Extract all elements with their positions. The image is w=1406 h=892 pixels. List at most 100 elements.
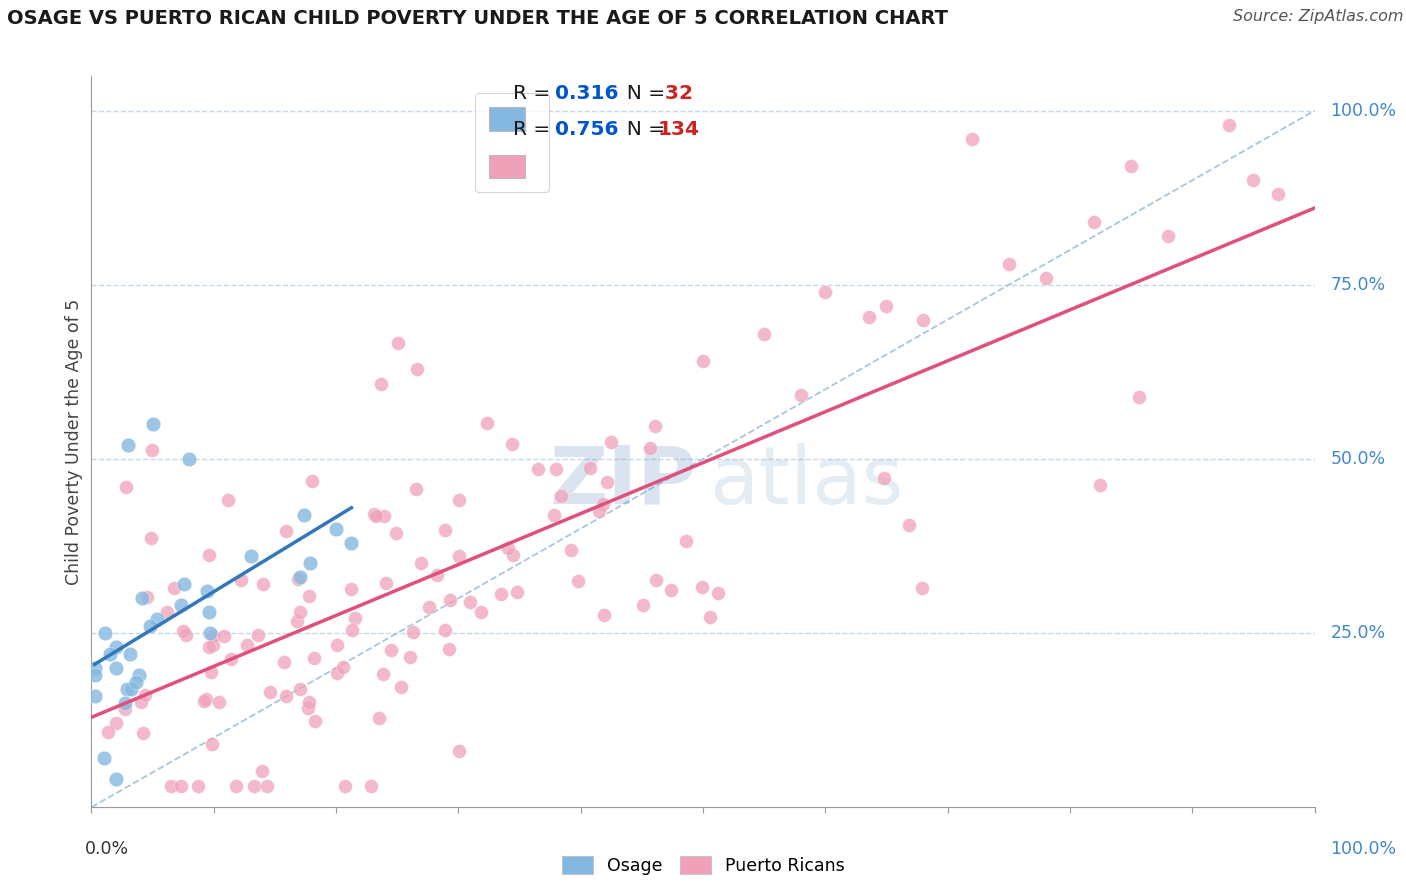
Point [141,532,163,546]
Point [911,582,934,596]
Point [1157,229,1180,244]
Point [418,600,440,615]
Point [1243,173,1265,187]
Text: N =: N = [614,84,672,103]
Point [325,638,347,652]
Point [447,549,470,563]
Point [274,690,297,704]
Point [156,606,179,620]
Point [195,584,218,599]
Point [875,299,898,313]
Point [288,570,311,584]
Point [458,595,481,609]
Point [360,780,382,794]
Point [214,629,236,643]
Point [439,592,461,607]
Text: 32: 32 [658,84,693,103]
Point [132,725,155,739]
Point [692,354,714,368]
Point [675,533,697,548]
Point [631,598,654,612]
Point [236,638,259,652]
Point [588,504,610,518]
Point [134,689,156,703]
Point [502,548,524,562]
Point [489,587,512,601]
Point [114,696,136,710]
Point [141,442,163,457]
Point [325,522,347,536]
Point [406,361,429,376]
Point [187,780,209,794]
Point [297,701,319,715]
Point [160,780,183,794]
Point [340,535,363,549]
Point [292,508,315,522]
Point [247,628,270,642]
Point [104,640,127,654]
Y-axis label: Child Poverty Under the Age of 5: Child Poverty Under the Age of 5 [65,299,83,584]
Point [115,681,138,696]
Point [104,661,127,675]
Point [411,556,433,570]
Point [326,665,349,680]
Point [118,647,141,661]
Point [707,586,730,600]
Point [399,649,422,664]
Point [250,764,273,779]
Point [197,605,219,619]
Point [120,681,142,696]
Text: 0.0%: 0.0% [86,840,129,858]
Point [475,416,498,430]
Point [141,417,163,431]
Point [195,691,218,706]
Point [1128,390,1150,404]
Point [200,665,222,680]
Point [364,509,387,524]
Point [496,541,519,555]
Point [447,493,470,508]
Point [115,480,138,494]
Point [208,695,231,709]
Point [599,435,621,450]
Legend: Osage, Puerto Ricans: Osage, Puerto Ricans [554,849,852,881]
Point [104,772,127,787]
Point [98,647,121,661]
Point [401,624,423,639]
Point [912,312,935,326]
Text: 25.0%: 25.0% [1330,624,1386,642]
Point [375,576,398,591]
Point [225,780,247,794]
Text: R =: R = [513,120,557,139]
Point [285,614,308,628]
Point [340,582,363,597]
Point [789,387,811,401]
Legend: , : , [475,93,550,192]
Point [297,695,319,709]
Text: 100.0%: 100.0% [1330,102,1396,120]
Point [297,589,319,603]
Point [1121,160,1143,174]
Point [998,257,1021,271]
Text: 75.0%: 75.0% [1330,276,1386,293]
Point [447,744,470,758]
Point [104,716,127,731]
Point [94,626,117,640]
Point [231,573,253,587]
Point [221,652,243,666]
Point [193,694,215,708]
Text: OSAGE VS PUERTO RICAN CHILD POVERTY UNDER THE AGE OF 5 CORRELATION CHART: OSAGE VS PUERTO RICAN CHILD POVERTY UNDE… [7,9,948,28]
Point [179,452,201,467]
Point [543,508,565,522]
Point [858,310,880,325]
Point [405,483,427,497]
Point [640,441,662,455]
Point [201,638,224,652]
Point [117,438,139,452]
Point [290,682,312,697]
Point [1083,215,1105,229]
Point [1035,270,1057,285]
Point [136,591,159,605]
Point [169,599,191,613]
Point [240,549,263,564]
